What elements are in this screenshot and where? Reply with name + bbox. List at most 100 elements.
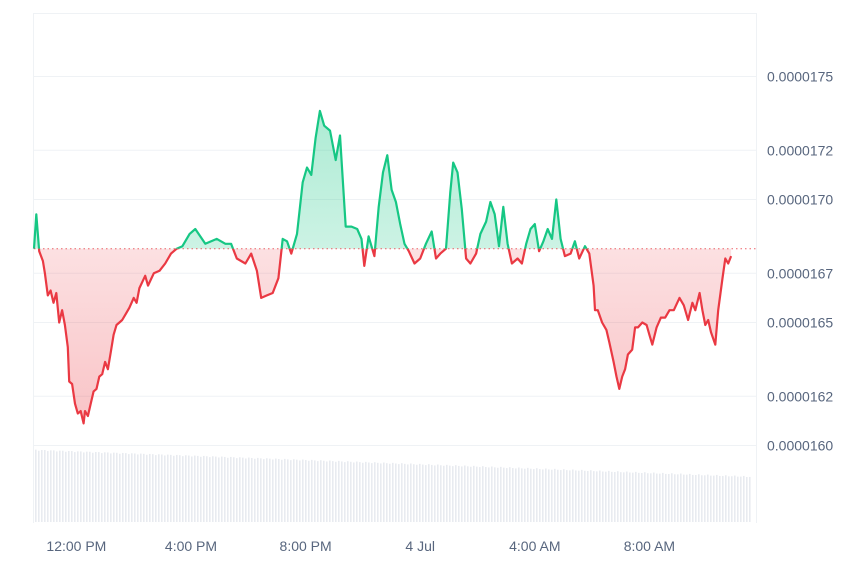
volume-bar [443,465,445,522]
volume-bar [92,452,94,522]
data-point [84,411,85,412]
data-point [261,297,262,298]
volume-bar [200,456,202,522]
volume-bar [365,461,367,522]
data-point [133,297,134,298]
volume-bar [407,464,409,522]
data-point [319,110,320,111]
data-point [251,253,252,254]
data-point [139,288,140,289]
data-point [486,221,487,222]
volume-bar [152,454,154,522]
data-point [99,376,100,377]
volume-bar [299,460,301,522]
data-point [543,241,544,242]
volume-bar [596,471,598,522]
volume-bar [599,470,601,522]
volume-bar [167,454,169,522]
volume-bar [623,472,625,522]
volume-bar [371,463,373,522]
data-point [404,243,405,244]
volume-bar [308,460,310,522]
volume-bar [359,462,361,522]
area-above-baseline [34,110,587,249]
volume-bar [236,458,238,522]
volume-bar [461,466,463,522]
volume-bar [626,471,628,522]
plot-frame-top [33,13,757,14]
volume-bar [215,456,217,522]
data-point [266,295,267,296]
plot-frame-right [756,13,757,523]
volume-bar [494,467,496,522]
volume-bar [128,454,130,522]
volume-bar [170,454,172,522]
data-point [387,155,388,156]
volume-bar [665,473,667,522]
data-point [364,265,365,266]
volume-bar [65,451,67,522]
volume-bar [530,468,532,522]
volume-bar [296,459,298,522]
volume-bar [503,467,505,522]
data-point [490,201,491,202]
price-area [34,110,732,424]
volume-bar [158,454,160,522]
data-point [503,206,504,207]
volume-bar [71,451,73,522]
volume-bar [404,463,406,522]
volume-bar [704,475,706,522]
data-point [635,327,636,328]
volume-bar [74,452,76,522]
data-point [306,167,307,168]
volume-bar [290,460,292,522]
volume-bar [545,468,547,522]
volume-bar [206,456,208,522]
volume-bar [671,473,673,522]
volume-bar [512,468,514,522]
volume-bar [707,474,709,522]
data-point [357,228,358,229]
plot-frame-left [33,13,34,523]
data-point [547,228,548,229]
volume-bar [86,451,88,522]
volume-bar [68,450,70,522]
volume-bar [569,470,571,522]
volume-bar [104,452,106,522]
volume-bar [668,473,670,522]
volume-bar [431,464,433,522]
data-point [278,278,279,279]
volume-bar [374,462,376,522]
volume-bar [191,456,193,522]
data-point [637,327,638,328]
data-point [36,214,37,215]
volume-bar [692,474,694,522]
volume-bar [632,472,634,522]
volume-bar [473,465,475,522]
volume-bar [581,469,583,522]
data-point [656,327,657,328]
volume-bar [728,476,730,522]
volume-bar [380,463,382,522]
data-point [291,253,292,254]
volume-bar [566,470,568,522]
data-point [539,251,540,252]
data-point [286,241,287,242]
volume-bar [281,459,283,522]
volume-bar [662,472,664,522]
volume-bar [392,462,394,522]
volume-bar [719,475,721,522]
y-axis-labels: 0.0000175 0.0000172 0.0000170 0.0000167 0.00… [767,69,833,454]
volume-bar [218,457,220,522]
data-point [414,263,415,264]
volume-bar [500,466,502,522]
data-point [256,270,257,271]
volume-bar [227,457,229,522]
data-point [119,322,120,323]
volume-bar [722,475,724,522]
volume-bar [497,467,499,522]
volume-bar [275,458,277,522]
volume-bar [743,475,745,522]
data-point [391,189,392,190]
volume-bar [320,460,322,522]
